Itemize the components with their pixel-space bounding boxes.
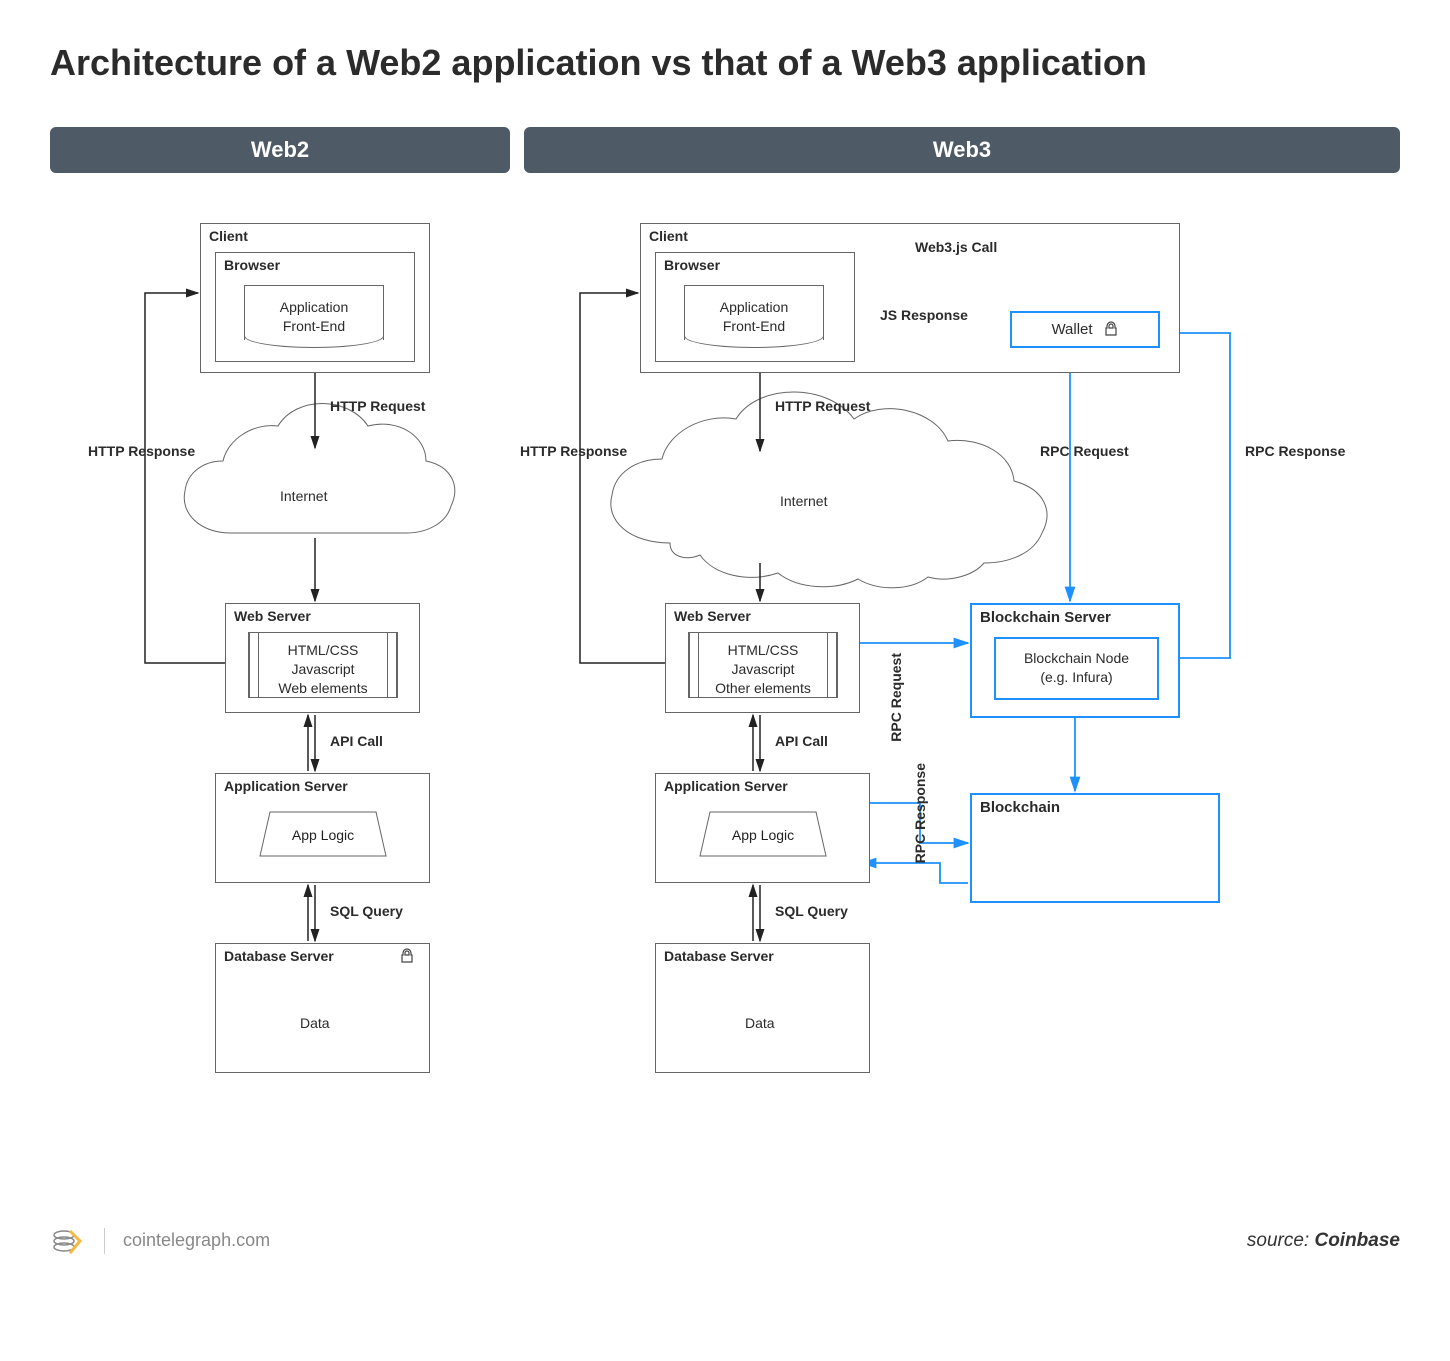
label-browser: Browser bbox=[216, 253, 414, 277]
web2-frontend-doc: Application Front-End bbox=[244, 285, 384, 340]
web3-appserver-box: Application Server App Logic bbox=[655, 773, 870, 883]
page-title: Architecture of a Web2 application vs th… bbox=[50, 40, 1400, 87]
web3-applogic: App Logic bbox=[698, 810, 828, 860]
label-http-response-w3: HTTP Response bbox=[520, 443, 627, 459]
footer-source-name: Coinbase bbox=[1314, 1230, 1400, 1251]
label-web3js: Web3.js Call bbox=[915, 239, 997, 255]
label-internet-w2: Internet bbox=[280, 488, 327, 504]
label-sql-w3: SQL Query bbox=[775, 903, 848, 919]
label-api-call-w2: API Call bbox=[330, 733, 383, 749]
label-app-frontend2-w3: Front-End bbox=[723, 318, 785, 334]
cloud-web3 bbox=[611, 392, 1047, 588]
web2-webserver-box: Web Server HTML/CSS Javascript Web eleme… bbox=[225, 603, 420, 713]
column-headers: Web2 Web3 bbox=[50, 127, 1400, 173]
web3-frontend-doc: Application Front-End bbox=[684, 285, 824, 340]
label-app-server-w3: Application Server bbox=[656, 774, 869, 798]
label-db-server-w3: Database Server bbox=[656, 944, 869, 968]
label-rpc-resp-v: RPC Response bbox=[912, 763, 928, 863]
blockchain-box: Blockchain bbox=[970, 793, 1220, 903]
label-db-server: Database Server bbox=[224, 948, 334, 964]
lock-icon-wallet bbox=[1103, 321, 1119, 337]
web3-webserver-box: Web Server HTML/CSS Javascript Other ele… bbox=[665, 603, 860, 713]
label-internet-w3: Internet bbox=[780, 493, 827, 509]
diagram: Client Browser Application Front-End HTT… bbox=[50, 203, 1400, 1203]
web2-appserver-box: Application Server App Logic bbox=[215, 773, 430, 883]
lock-icon bbox=[399, 948, 415, 964]
label-app-server: Application Server bbox=[216, 774, 429, 798]
label-jsresp: JS Response bbox=[880, 307, 968, 323]
footer-site: cointelegraph.com bbox=[123, 1230, 270, 1251]
label-api-call-w3: API Call bbox=[775, 733, 828, 749]
web3-server-lines: HTML/CSS Javascript Other elements bbox=[699, 633, 827, 697]
svg-text:App Logic: App Logic bbox=[732, 827, 794, 843]
label-browser-w3: Browser bbox=[656, 253, 854, 277]
svg-text:App Logic: App Logic bbox=[292, 827, 354, 843]
label-web-server: Web Server bbox=[226, 604, 419, 628]
header-web3: Web3 bbox=[524, 127, 1400, 173]
web2-applogic: App Logic bbox=[258, 810, 388, 860]
web3-webserver-inner: HTML/CSS Javascript Other elements bbox=[688, 632, 838, 698]
label-data-w2: Data bbox=[300, 1015, 330, 1031]
label-wallet: Wallet bbox=[1051, 321, 1092, 338]
web2-webserver-inner: HTML/CSS Javascript Web elements bbox=[248, 632, 398, 698]
label-data-w3: Data bbox=[745, 1015, 775, 1031]
label-bchain-node2: (e.g. Infura) bbox=[1040, 669, 1112, 685]
label-blockchain: Blockchain bbox=[972, 795, 1218, 820]
blockchain-server-box: Blockchain Server Blockchain Node (e.g. … bbox=[970, 603, 1180, 718]
label-rpc-resp-top: RPC Response bbox=[1245, 443, 1345, 459]
cloud-web2 bbox=[184, 403, 455, 533]
web3-client-box: Client Browser Application Front-End bbox=[640, 223, 1180, 373]
web2-browser-box: Browser Application Front-End bbox=[215, 252, 415, 362]
label-app-frontend1: Application bbox=[280, 299, 349, 315]
label-app-frontend1-w3: Application bbox=[720, 299, 789, 315]
label-client: Client bbox=[201, 224, 429, 248]
web2-server-lines: HTML/CSS Javascript Web elements bbox=[259, 633, 387, 697]
label-app-frontend2: Front-End bbox=[283, 318, 345, 334]
label-bchain-node1: Blockchain Node bbox=[1024, 650, 1129, 666]
footer: cointelegraph.com source: Coinbase bbox=[50, 1203, 1400, 1259]
logo-icon bbox=[50, 1223, 86, 1259]
wallet-box: Wallet bbox=[1010, 311, 1160, 348]
web2-client-box: Client Browser Application Front-End bbox=[200, 223, 430, 373]
label-web-server-w3: Web Server bbox=[666, 604, 859, 628]
label-sql-w2: SQL Query bbox=[330, 903, 403, 919]
web3-db-box: Database Server bbox=[655, 943, 870, 1073]
label-http-request-w2: HTTP Request bbox=[330, 398, 425, 414]
label-http-response-w2: HTTP Response bbox=[88, 443, 195, 459]
label-rpc-req-top: RPC Request bbox=[1040, 443, 1129, 459]
web2-db-box: Database Server bbox=[215, 943, 430, 1073]
label-http-request-w3: HTTP Request bbox=[775, 398, 870, 414]
label-rpc-req-v: RPC Request bbox=[888, 653, 904, 742]
header-web2: Web2 bbox=[50, 127, 510, 173]
label-client-w3: Client bbox=[641, 224, 1179, 248]
web3-browser-box: Browser Application Front-End bbox=[655, 252, 855, 362]
bchain-node: Blockchain Node (e.g. Infura) bbox=[994, 637, 1159, 700]
footer-source-prefix: source: bbox=[1247, 1230, 1315, 1251]
label-bchain-server: Blockchain Server bbox=[972, 605, 1178, 630]
